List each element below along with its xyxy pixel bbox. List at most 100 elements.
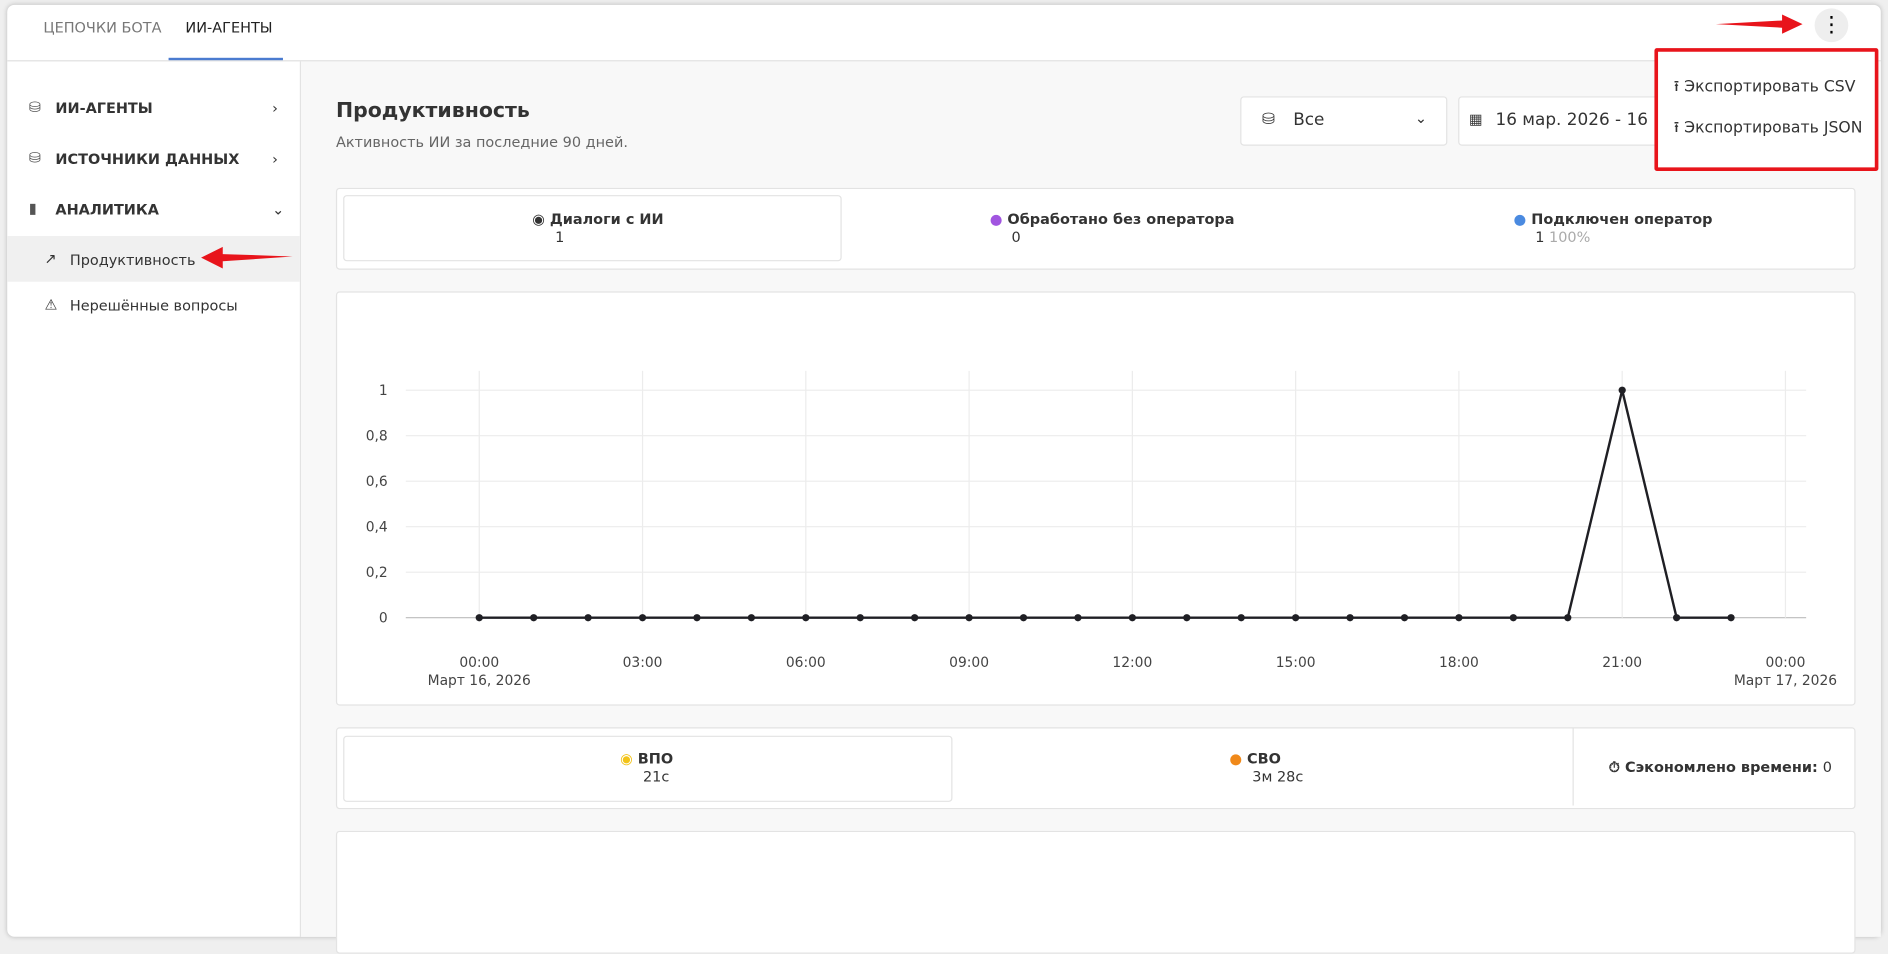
- x-tick-date: Март 16, 2026: [428, 673, 531, 689]
- stat[interactable]: ● Обработано без оператора: [989, 210, 1235, 228]
- point: [1455, 614, 1463, 622]
- date-value: 16 мар. 2026 - 16 ма: [1495, 110, 1677, 131]
- saved-label: Сэкономлено времени:: [1624, 758, 1818, 776]
- chevron: ⌄: [272, 201, 285, 218]
- stat-value: 1: [555, 228, 565, 246]
- y-tick-label: 0,6: [366, 474, 388, 490]
- point: [1292, 614, 1300, 622]
- page-title: Продуктивность: [335, 98, 530, 123]
- point: [1673, 614, 1681, 622]
- stat-label: Диалоги с ИИ: [549, 210, 664, 228]
- y-tick-label: 1: [379, 383, 388, 399]
- stat: ◉ ВПО: [620, 750, 674, 768]
- tab[interactable]: ИИ-АГЕНТЫ: [185, 19, 273, 37]
- stat-active[interactable]: [343, 195, 842, 262]
- nav-item[interactable]: АНАЛИТИКА: [55, 201, 159, 218]
- stat-value: 1 100%: [1535, 229, 1590, 246]
- point: [1346, 614, 1354, 622]
- point: [584, 614, 592, 622]
- stat-extra: 100%: [1549, 228, 1591, 246]
- x-tick-label: 03:00: [623, 655, 663, 671]
- tab[interactable]: ЦЕПОЧКИ БОТА: [43, 19, 162, 37]
- x-tick-date: Март 17, 2026: [1734, 673, 1837, 689]
- icon: ⚠: [44, 296, 58, 314]
- y-tick-label: 0,2: [366, 565, 388, 581]
- stat-active[interactable]: [343, 735, 953, 802]
- point: [475, 614, 483, 622]
- arrow: [201, 246, 293, 269]
- stat-value: 21с: [642, 768, 670, 786]
- menu-item-label[interactable]: Экспортировать JSON: [1684, 119, 1863, 138]
- y-tick-label: 0: [379, 611, 388, 627]
- x-tick-label: 00:00: [1766, 655, 1806, 671]
- point: [1727, 614, 1735, 622]
- more-button[interactable]: ⋮: [1814, 8, 1849, 43]
- y-tick-label: 0,8: [366, 429, 388, 445]
- point: [530, 614, 538, 622]
- stat-value: 1: [1535, 228, 1545, 246]
- chart-panel: [335, 291, 1856, 706]
- icon: ▦: [1469, 110, 1483, 128]
- stat-label: Обработано без оператора: [1007, 210, 1235, 228]
- icon: ▮: [28, 199, 37, 217]
- point: [1509, 614, 1517, 622]
- annotations: [201, 14, 1803, 269]
- tab-divider: [7, 60, 1881, 62]
- chevron: ›: [272, 99, 278, 117]
- x-tick-label: 06:00: [786, 655, 826, 671]
- point: [1564, 614, 1572, 622]
- saved: ⏱ Сэкономлено времени: 0: [1608, 758, 1832, 776]
- stat-label: СВО: [1247, 750, 1281, 768]
- stat-label: Подключен оператор: [1531, 210, 1713, 228]
- stat-value: 0: [1011, 228, 1021, 246]
- point: [1400, 614, 1409, 622]
- nav-item[interactable]: ИИ-АГЕНТЫ: [55, 99, 153, 117]
- point: [1618, 386, 1626, 394]
- point: [802, 614, 810, 622]
- icon: ⛁: [28, 149, 42, 167]
- stat[interactable]: ● СВО: [1229, 750, 1281, 768]
- point: [1237, 614, 1245, 622]
- x-tick-label: 09:00: [949, 655, 989, 671]
- divider: [1572, 728, 1574, 806]
- point: [1183, 614, 1191, 622]
- agent-select[interactable]: [1240, 96, 1448, 146]
- stat: ◉ Диалоги с ИИ: [532, 210, 664, 228]
- nav-subitem[interactable]: Продуктивность: [69, 251, 196, 269]
- point: [747, 614, 755, 622]
- point: [856, 614, 864, 622]
- chart2-panel: [335, 830, 1856, 954]
- chevron: ⌄: [1414, 109, 1427, 127]
- nav-subitem[interactable]: Нерешённые вопросы: [69, 297, 238, 315]
- stat-value: 3м 28с: [1252, 768, 1304, 786]
- stat-label: ВПО: [637, 750, 674, 768]
- x-tick-label: 15:00: [1276, 655, 1316, 671]
- point: [965, 614, 973, 622]
- arrow: [1715, 14, 1803, 34]
- point: [638, 614, 647, 622]
- sidebar-divider: [299, 61, 302, 937]
- menu-item-label[interactable]: Экспортировать CSV: [1684, 78, 1856, 97]
- export-menu: [1654, 48, 1879, 171]
- y-tick-label: 0,4: [366, 520, 388, 536]
- page-subtitle: Активность ИИ за последние 90 дней.: [335, 133, 628, 151]
- point: [1019, 614, 1028, 622]
- menu-item[interactable]: ⭱ Экспортировать JSON: [1673, 119, 1863, 138]
- menu-item[interactable]: ⭱ Экспортировать CSV: [1673, 78, 1856, 97]
- x-tick-label: 18:00: [1439, 655, 1479, 671]
- point: [1128, 614, 1136, 622]
- x-tick-label: 21:00: [1602, 655, 1642, 671]
- icon: ⛁: [1261, 110, 1276, 129]
- agent-value: Все: [1293, 110, 1325, 131]
- icon: ↗: [44, 250, 57, 268]
- stat[interactable]: ● Подключен оператор: [1513, 210, 1713, 228]
- point: [911, 614, 919, 622]
- x-tick-label: 12:00: [1112, 655, 1152, 671]
- icon: ⛁: [28, 98, 42, 116]
- point: [693, 614, 701, 622]
- tab-indicator: [168, 57, 283, 61]
- nav-item[interactable]: ИСТОЧНИКИ ДАННЫХ: [55, 150, 240, 168]
